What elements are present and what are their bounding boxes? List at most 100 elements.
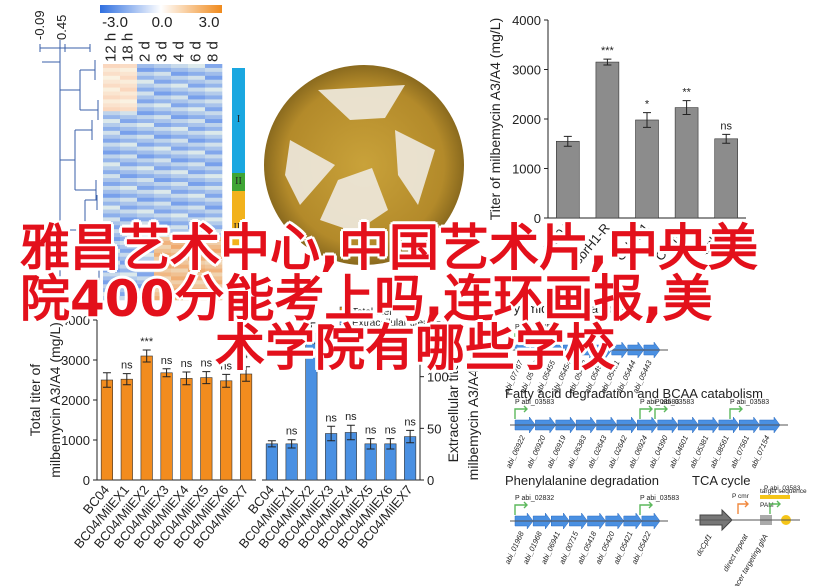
heatmap-cell — [205, 99, 223, 104]
heatmap-cell — [103, 237, 121, 242]
heatmap-cell — [103, 248, 121, 254]
gene-label: abi_07561 — [728, 434, 751, 470]
heatmap-cell — [154, 154, 172, 159]
heatmap-cell — [137, 79, 155, 84]
heatmap-cell — [137, 91, 155, 96]
heatmap-cell — [205, 138, 223, 143]
heatmap-cell — [205, 264, 223, 269]
heatmap-cell — [171, 115, 189, 120]
heatmap-cell — [188, 182, 206, 187]
heatmap-cell — [103, 296, 121, 301]
column-label: 3 d — [154, 41, 171, 62]
heatmap-cell — [188, 205, 206, 210]
heatmap-cell — [154, 158, 172, 163]
heatmap-cell — [103, 217, 121, 222]
promoter-arrow — [639, 405, 653, 419]
significance-label: ns — [325, 412, 337, 424]
heatmap-cell — [154, 71, 172, 77]
overlay-title: 术学院有哪些学校 — [215, 319, 615, 377]
heatmap-cell — [171, 83, 189, 88]
axis-title: Total titer of — [27, 364, 43, 436]
heatmap-cell — [137, 205, 155, 210]
heatmap-cell — [205, 201, 223, 206]
legend-label: Total titer — [352, 307, 393, 318]
heatmap-cell — [103, 146, 121, 151]
heatmap-cell — [154, 138, 172, 143]
heatmap-cell — [103, 233, 121, 238]
heatmap-cell — [154, 146, 172, 151]
heatmap-cell — [171, 213, 189, 218]
heatmap-cell — [171, 87, 189, 92]
heatmap-cell — [205, 83, 223, 88]
heatmap-cell — [188, 225, 206, 230]
error-bar — [122, 373, 131, 386]
heatmap-cell — [154, 260, 172, 265]
heatmap-cell — [154, 296, 172, 301]
heatmap-cell — [154, 166, 172, 171]
axis-title: milbemycin A3/A4 (mg/L) — [47, 322, 63, 478]
heatmap-cell — [103, 75, 121, 81]
legend-swatch — [339, 306, 349, 316]
heatmap-cell — [171, 75, 189, 81]
heatmap-cell — [188, 67, 206, 73]
heatmap-cell — [103, 130, 121, 136]
heatmap-cell — [137, 107, 155, 112]
error-bar — [643, 112, 651, 128]
heatmap-cell — [154, 280, 172, 285]
heatmap-cell — [103, 103, 121, 108]
heatmap-cell — [137, 142, 155, 147]
heatmap-cell — [154, 134, 172, 140]
heatmap-cell — [205, 185, 223, 191]
heatmap-cell — [154, 83, 172, 88]
heatmap-cell — [120, 111, 138, 116]
heatmap-cell — [154, 276, 172, 281]
heatmap-cell — [171, 142, 189, 147]
heatmap-cell — [137, 209, 155, 214]
heatmap-cell — [137, 256, 155, 261]
heatmap-cell — [120, 233, 138, 238]
heatmap-cell — [137, 213, 155, 218]
y-tick-label: 150 — [427, 318, 449, 333]
heatmap-cell — [154, 209, 172, 214]
heatmap-cell — [103, 138, 121, 143]
heatmap-cell — [154, 244, 172, 250]
heatmap-cell — [171, 71, 189, 77]
heatmap-cell — [205, 134, 223, 140]
heatmap-cell — [205, 233, 223, 238]
heatmap-cell — [154, 264, 172, 269]
target-label: PAM — [760, 502, 774, 509]
y-tick-label: 0 — [83, 473, 90, 488]
heatmap-cell — [137, 146, 155, 151]
promoter-arrow — [514, 405, 528, 419]
heatmap-cell — [103, 209, 121, 214]
heatmap-cell — [188, 134, 206, 140]
heatmap-cell — [171, 260, 189, 265]
heatmap-cell — [188, 174, 206, 179]
heatmap-cell — [103, 99, 121, 104]
heatmap-cell — [103, 119, 121, 124]
heatmap-cell — [205, 248, 223, 254]
heatmap-cell — [171, 244, 189, 250]
heatmap-cell — [154, 193, 172, 199]
heatmap-cell — [205, 107, 223, 112]
heatmap-cell — [103, 111, 121, 116]
heatmap-cell — [188, 256, 206, 261]
heatmap-cell — [154, 288, 172, 293]
heatmap-cell — [103, 162, 121, 167]
error-bar — [386, 438, 395, 450]
heatmap-cell — [137, 111, 155, 116]
heatmap-cell — [171, 119, 189, 124]
heatmap-cell — [137, 134, 155, 140]
heatmap-cell — [154, 284, 172, 289]
error-bar — [162, 368, 171, 378]
heatmap-cell — [188, 233, 206, 238]
heatmap-cell — [171, 130, 189, 136]
heatmap-cell — [120, 244, 138, 250]
heatmap-cell — [137, 244, 155, 250]
y-tick-label: 4000 — [512, 13, 541, 28]
heatmap-cell — [171, 166, 189, 171]
heatmap-cell — [137, 95, 155, 100]
y-tick-label: 1000 — [512, 162, 541, 177]
heatmap-cell — [154, 130, 172, 136]
heatmap-cell — [171, 225, 189, 230]
